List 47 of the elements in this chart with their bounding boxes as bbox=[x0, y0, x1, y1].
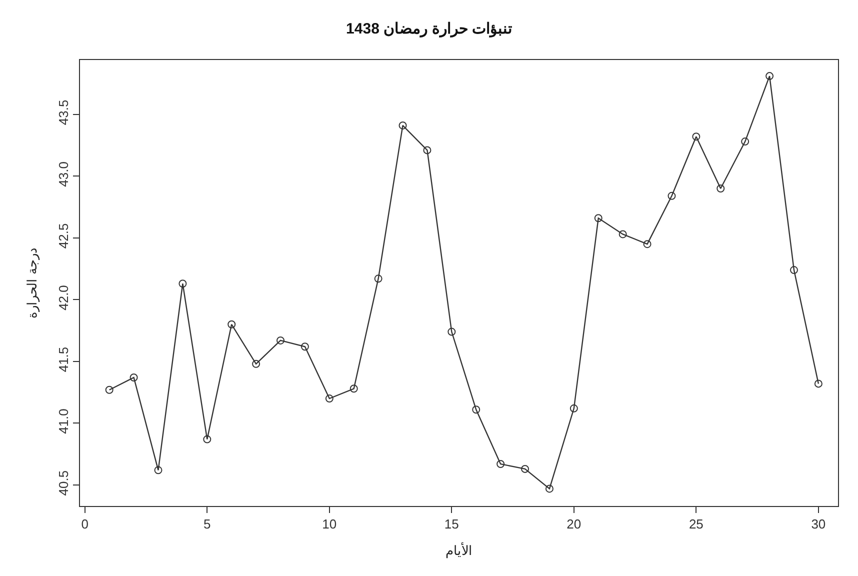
point bbox=[618, 230, 627, 238]
point bbox=[178, 280, 187, 288]
y-tick-label: 42.5 bbox=[56, 223, 71, 249]
point bbox=[570, 404, 578, 412]
point bbox=[790, 266, 798, 274]
point bbox=[594, 214, 602, 222]
chart-title: تنبؤات حرارة رمضان 1438 bbox=[346, 20, 512, 38]
y-tick-label: 40.5 bbox=[56, 470, 71, 496]
x-tick-label: 0 bbox=[81, 516, 89, 532]
point bbox=[105, 386, 114, 394]
point bbox=[741, 138, 750, 146]
point bbox=[228, 320, 236, 328]
y-tick-label: 43.0 bbox=[56, 162, 71, 187]
x-tick-label: 5 bbox=[204, 516, 211, 532]
point bbox=[668, 192, 676, 200]
y-axis-title: درجة الحرارة bbox=[24, 248, 41, 318]
y-tick-label: 41.5 bbox=[56, 346, 71, 372]
point bbox=[692, 132, 700, 141]
point bbox=[643, 240, 652, 248]
point bbox=[252, 360, 260, 368]
point bbox=[521, 464, 530, 473]
point bbox=[472, 406, 480, 414]
y-tick-label: 42.0 bbox=[56, 285, 71, 310]
x-tick-label: 10 bbox=[322, 516, 337, 532]
point bbox=[545, 484, 554, 493]
point bbox=[814, 380, 822, 388]
point bbox=[300, 342, 309, 351]
point bbox=[448, 328, 456, 336]
point bbox=[130, 374, 138, 382]
point bbox=[203, 435, 212, 444]
point bbox=[766, 72, 774, 80]
y-tick-label: 41.0 bbox=[56, 408, 71, 434]
point bbox=[374, 274, 382, 283]
x-tick-label: 20 bbox=[566, 516, 582, 532]
x-tick-label: 25 bbox=[688, 516, 704, 532]
x-tick-label: 15 bbox=[444, 516, 459, 532]
point bbox=[154, 466, 162, 474]
point bbox=[325, 394, 334, 403]
point bbox=[350, 384, 358, 393]
x-axis-title: الأيام bbox=[446, 542, 472, 560]
point bbox=[276, 336, 284, 344]
y-tick-label: 43.5 bbox=[56, 100, 71, 126]
x-tick-label: 30 bbox=[811, 516, 826, 532]
point bbox=[398, 121, 407, 130]
point bbox=[716, 184, 725, 192]
point bbox=[496, 460, 505, 468]
point bbox=[423, 146, 432, 154]
